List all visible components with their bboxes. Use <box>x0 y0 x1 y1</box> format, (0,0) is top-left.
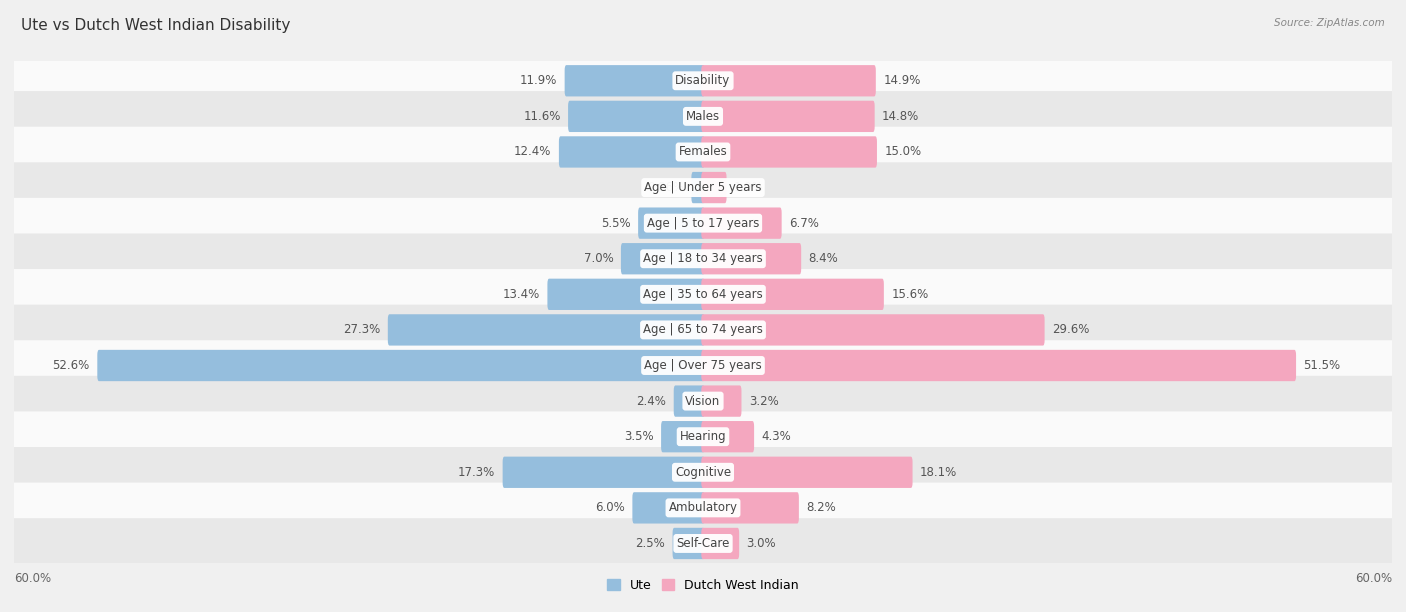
Text: 0.86%: 0.86% <box>647 181 683 194</box>
FancyBboxPatch shape <box>11 447 1395 498</box>
FancyBboxPatch shape <box>702 65 876 97</box>
FancyBboxPatch shape <box>702 528 740 559</box>
FancyBboxPatch shape <box>621 243 704 274</box>
Text: 51.5%: 51.5% <box>1303 359 1341 372</box>
FancyBboxPatch shape <box>702 386 741 417</box>
FancyBboxPatch shape <box>692 172 704 203</box>
FancyBboxPatch shape <box>502 457 704 488</box>
Text: Age | Under 5 years: Age | Under 5 years <box>644 181 762 194</box>
Text: 17.3%: 17.3% <box>458 466 495 479</box>
FancyBboxPatch shape <box>547 278 704 310</box>
FancyBboxPatch shape <box>672 528 704 559</box>
Text: 13.4%: 13.4% <box>503 288 540 301</box>
Text: Disability: Disability <box>675 74 731 88</box>
FancyBboxPatch shape <box>568 101 704 132</box>
Text: 14.8%: 14.8% <box>882 110 920 123</box>
FancyBboxPatch shape <box>673 386 704 417</box>
Text: Self-Care: Self-Care <box>676 537 730 550</box>
FancyBboxPatch shape <box>11 483 1395 533</box>
FancyBboxPatch shape <box>702 421 754 452</box>
FancyBboxPatch shape <box>702 492 799 523</box>
FancyBboxPatch shape <box>11 162 1395 213</box>
FancyBboxPatch shape <box>633 492 704 523</box>
Text: 3.2%: 3.2% <box>749 395 779 408</box>
FancyBboxPatch shape <box>11 518 1395 569</box>
FancyBboxPatch shape <box>702 278 884 310</box>
FancyBboxPatch shape <box>11 198 1395 248</box>
Text: 3.5%: 3.5% <box>624 430 654 443</box>
Text: Males: Males <box>686 110 720 123</box>
FancyBboxPatch shape <box>11 340 1395 391</box>
Text: Age | Over 75 years: Age | Over 75 years <box>644 359 762 372</box>
FancyBboxPatch shape <box>702 350 1296 381</box>
Text: 2.5%: 2.5% <box>636 537 665 550</box>
FancyBboxPatch shape <box>97 350 704 381</box>
Text: 12.4%: 12.4% <box>515 146 551 159</box>
Text: 15.6%: 15.6% <box>891 288 928 301</box>
FancyBboxPatch shape <box>11 233 1395 284</box>
Text: Age | 18 to 34 years: Age | 18 to 34 years <box>643 252 763 265</box>
Text: 11.9%: 11.9% <box>520 74 557 88</box>
Text: 27.3%: 27.3% <box>343 323 381 337</box>
Text: 6.7%: 6.7% <box>789 217 818 230</box>
Text: 29.6%: 29.6% <box>1052 323 1090 337</box>
FancyBboxPatch shape <box>702 207 782 239</box>
FancyBboxPatch shape <box>560 136 704 168</box>
Legend: Ute, Dutch West Indian: Ute, Dutch West Indian <box>602 574 804 597</box>
Text: Ambulatory: Ambulatory <box>668 501 738 514</box>
Text: 4.3%: 4.3% <box>762 430 792 443</box>
FancyBboxPatch shape <box>388 314 704 346</box>
Text: Age | 5 to 17 years: Age | 5 to 17 years <box>647 217 759 230</box>
FancyBboxPatch shape <box>702 457 912 488</box>
Text: 60.0%: 60.0% <box>14 572 51 585</box>
Text: 8.2%: 8.2% <box>807 501 837 514</box>
Text: 2.4%: 2.4% <box>637 395 666 408</box>
FancyBboxPatch shape <box>702 243 801 274</box>
FancyBboxPatch shape <box>11 269 1395 319</box>
Text: 18.1%: 18.1% <box>920 466 957 479</box>
Text: 11.6%: 11.6% <box>523 110 561 123</box>
Text: Cognitive: Cognitive <box>675 466 731 479</box>
FancyBboxPatch shape <box>11 411 1395 462</box>
Text: 8.4%: 8.4% <box>808 252 838 265</box>
Text: 7.0%: 7.0% <box>583 252 613 265</box>
Text: Vision: Vision <box>685 395 721 408</box>
FancyBboxPatch shape <box>11 91 1395 141</box>
Text: 1.9%: 1.9% <box>734 181 763 194</box>
Text: Ute vs Dutch West Indian Disability: Ute vs Dutch West Indian Disability <box>21 18 291 34</box>
FancyBboxPatch shape <box>702 172 727 203</box>
FancyBboxPatch shape <box>638 207 704 239</box>
FancyBboxPatch shape <box>702 314 1045 346</box>
Text: 14.9%: 14.9% <box>883 74 921 88</box>
FancyBboxPatch shape <box>11 56 1395 106</box>
Text: Age | 65 to 74 years: Age | 65 to 74 years <box>643 323 763 337</box>
Text: 52.6%: 52.6% <box>52 359 90 372</box>
Text: 60.0%: 60.0% <box>1355 572 1392 585</box>
FancyBboxPatch shape <box>661 421 704 452</box>
Text: 6.0%: 6.0% <box>595 501 624 514</box>
FancyBboxPatch shape <box>702 136 877 168</box>
FancyBboxPatch shape <box>702 101 875 132</box>
Text: Hearing: Hearing <box>679 430 727 443</box>
Text: 3.0%: 3.0% <box>747 537 776 550</box>
Text: Source: ZipAtlas.com: Source: ZipAtlas.com <box>1274 18 1385 28</box>
Text: Age | 35 to 64 years: Age | 35 to 64 years <box>643 288 763 301</box>
FancyBboxPatch shape <box>11 305 1395 355</box>
FancyBboxPatch shape <box>565 65 704 97</box>
FancyBboxPatch shape <box>11 127 1395 177</box>
Text: Females: Females <box>679 146 727 159</box>
Text: 5.5%: 5.5% <box>600 217 631 230</box>
FancyBboxPatch shape <box>11 376 1395 427</box>
Text: 15.0%: 15.0% <box>884 146 921 159</box>
